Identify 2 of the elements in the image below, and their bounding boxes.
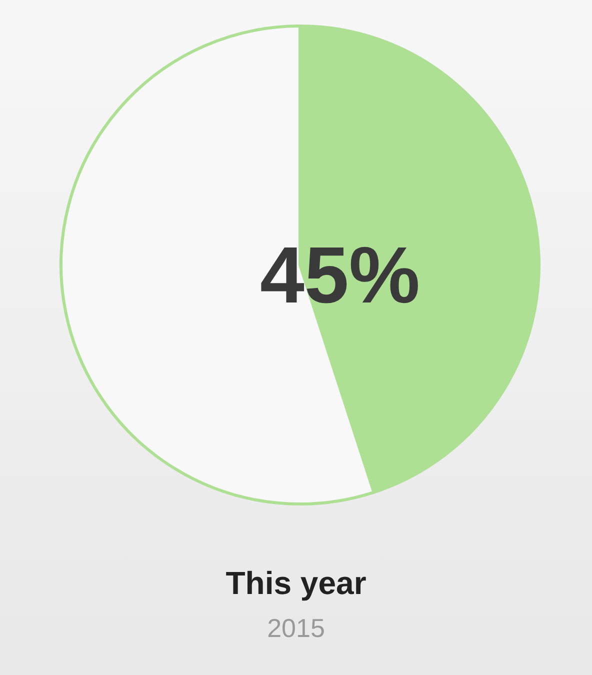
- text: 2015: [267, 613, 325, 643]
- text: This year: [226, 565, 366, 601]
